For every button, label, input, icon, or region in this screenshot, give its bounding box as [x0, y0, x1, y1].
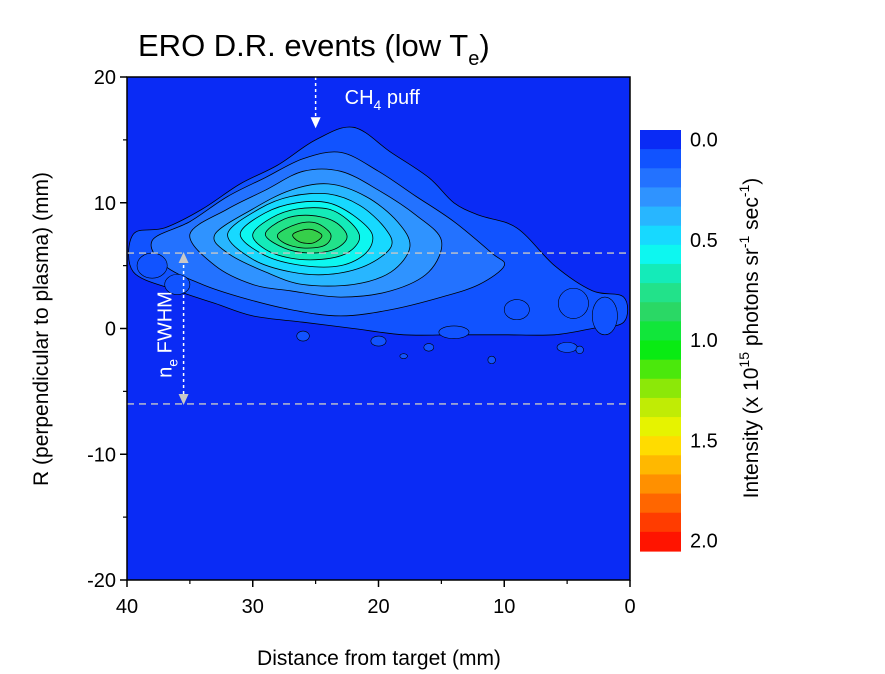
colorbar-label-exp3: -1 [736, 184, 752, 197]
colorbar-tick-label-4: 2.0 [690, 531, 718, 553]
y-tick-label-3: -10 [87, 444, 116, 466]
colorbar-segment-19 [640, 493, 681, 514]
patch-6 [487, 355, 496, 365]
colorbar-segment-15 [640, 417, 681, 437]
y-tick-label-4: -20 [87, 570, 116, 592]
colorbar-tick-label-2: 1.0 [690, 330, 718, 352]
patch-7 [423, 343, 435, 352]
colorbar-segment-21 [640, 531, 681, 552]
colorbar-segment-17 [640, 455, 681, 476]
colorbar-segment-6 [640, 244, 681, 265]
colorbar-segment-3 [640, 187, 681, 208]
colorbar-segment-2 [640, 168, 681, 189]
y-tick-label-1: 10 [94, 193, 116, 215]
puff-label-sub: 4 [374, 97, 382, 113]
colorbar-ticks: 0.0 0.5 1.0 1.5 2.0 [690, 130, 718, 553]
colorbar-segment-12 [640, 359, 681, 380]
y-tick-label-2: 0 [105, 319, 116, 341]
fwhm-label-sub: e [165, 359, 181, 367]
x-axis: 40 30 20 10 0 [116, 580, 636, 618]
y-axis: 20 10 0 -10 -20 [87, 67, 127, 592]
colorbar-segment-0 [640, 130, 681, 150]
colorbar-segment-18 [640, 474, 681, 495]
chart-title: ERO D.R. events (low Te) [138, 28, 490, 70]
colorbar [640, 130, 681, 552]
x-tick-label-4: 0 [624, 596, 635, 618]
colorbar-segment-7 [640, 263, 681, 284]
colorbar-segment-1 [640, 149, 681, 169]
patch-5 [556, 342, 578, 353]
x-tick-label-2: 20 [367, 596, 389, 618]
puff-label: CH4 puff [345, 87, 421, 113]
scatter-patch-layer [136, 252, 618, 365]
colorbar-tick-label-0: 0.0 [690, 130, 718, 152]
puff-label-pre: CH [345, 87, 374, 109]
colorbar-segment-8 [640, 283, 681, 303]
patch-3 [438, 325, 470, 339]
x-tick-label-3: 10 [493, 596, 515, 618]
colorbar-label-mid: photons sr [740, 248, 763, 352]
y-axis-label: R (perpendicular to plasma) (mm) [30, 172, 53, 486]
patch-2 [503, 299, 530, 321]
colorbar-tick-label-1: 0.5 [690, 230, 718, 252]
colorbar-segment-4 [640, 206, 681, 227]
patch-9 [575, 345, 584, 354]
x-axis-label: Distance from target (mm) [257, 647, 501, 670]
patch-1 [591, 296, 618, 336]
patch-4 [370, 335, 387, 347]
fwhm-label-post: FWHM [155, 291, 177, 359]
colorbar-segment-9 [640, 302, 681, 322]
colorbar-segment-5 [640, 225, 681, 246]
patch-12 [136, 252, 168, 279]
fwhm-arrow-head-bottom [178, 393, 189, 405]
colorbar-label-close: ) [740, 178, 763, 185]
colorbar-label-mid2: sec [740, 197, 763, 236]
x-tick-label-1: 30 [242, 596, 264, 618]
chart-title-sub: e [468, 48, 479, 70]
puff-arrow-head [310, 117, 321, 129]
colorbar-segment-13 [640, 378, 681, 399]
colorbar-label: Intensity (x 1015 photons sr-1 sec-1) [736, 178, 763, 499]
fwhm-label: ne FWHM [155, 291, 181, 378]
fwhm-arrow-head-top [178, 252, 189, 264]
patch-10 [399, 353, 408, 359]
colorbar-segment-16 [640, 436, 681, 456]
chart-title-close: ) [479, 28, 489, 63]
colorbar-label-exp2: -1 [736, 235, 752, 248]
fwhm-label-pre: n [155, 367, 177, 378]
colorbar-segment-14 [640, 397, 681, 418]
colorbar-segment-20 [640, 512, 681, 533]
annotation-layer: CH4 puff ne FWHM [155, 77, 421, 405]
colorbar-label-pre: Intensity (x 10 [740, 368, 763, 499]
colorbar-tick-label-3: 1.5 [690, 430, 718, 452]
y-tick-label-0: 20 [94, 67, 116, 89]
patch-0 [558, 287, 589, 319]
patch-8 [296, 330, 310, 342]
contour-layer [128, 126, 629, 336]
x-tick-label-0: 40 [116, 596, 138, 618]
chart-title-main: ERO D.R. events (low T [138, 28, 468, 63]
colorbar-segment-11 [640, 340, 681, 361]
colorbar-label-exp1: 15 [736, 352, 752, 368]
puff-label-post: puff [381, 87, 420, 109]
colorbar-segment-10 [640, 321, 681, 342]
contour-level-9 [292, 228, 323, 244]
